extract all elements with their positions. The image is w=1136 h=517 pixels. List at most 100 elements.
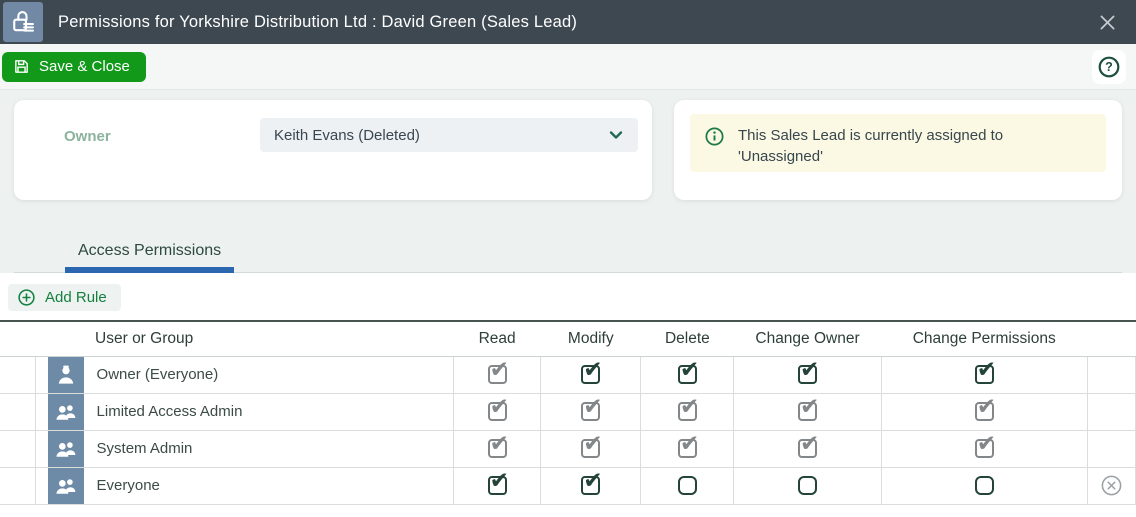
remove-rule-icon[interactable] [1100,474,1123,497]
row-spacer [0,467,36,505]
change-permissions-cell [880,467,1088,505]
user-or-group-cell: Everyone [34,467,454,505]
table-row-system-admin: System Admin [0,430,1136,468]
info-icon [704,125,725,147]
save-icon [13,58,30,75]
change-permissions-checkbox [974,433,996,458]
group-icon [47,467,84,504]
group-icon [47,393,84,430]
change-permissions-cell [880,430,1088,468]
owner-card: Owner Keith Evans (Deleted) [14,100,652,200]
svg-text:?: ? [1105,60,1113,74]
upper-panel: Owner Keith Evans (Deleted) [0,90,1136,273]
plus-circle-icon [17,288,36,307]
user-icon [47,356,84,393]
modify-checkbox [581,433,603,458]
toolbar: Save & Close ? [0,44,1136,90]
modify-checkbox[interactable] [581,470,603,495]
delete-cell [640,393,734,431]
modify-checkbox [581,396,603,421]
add-rule-button[interactable]: Add Rule [8,284,121,311]
change-owner-checkbox[interactable] [798,359,819,384]
delete-checkbox [677,433,699,458]
read-checkbox[interactable] [487,470,509,495]
owner-selected-value: Keith Evans (Deleted) [274,126,420,144]
row-spacer [0,356,36,394]
change-owner-cell [733,467,882,505]
column-change-owner: Change Owner [733,321,882,357]
column-user-or-group: User or Group [35,321,454,357]
table-row-limited-access-admin: Limited Access Admin [0,393,1136,431]
chevron-down-icon [606,125,626,145]
column-change-permissions: Change Permissions [881,321,1088,357]
table-header-row: User or Group Read Modify Delete Change … [0,321,1136,357]
delete-cell [640,467,734,505]
user-or-group-cell: Owner (Everyone) [34,356,454,394]
user-or-group-name: System Admin [96,440,193,457]
row-spacer [0,393,36,431]
remove-rule-cell [1086,356,1136,394]
change-permissions-checkbox[interactable] [974,476,994,495]
table-row-owner-everyone: Owner (Everyone) [0,356,1136,394]
header-spacer [0,321,36,357]
help-button[interactable]: ? [1092,49,1126,84]
delete-checkbox[interactable] [677,476,697,495]
save-and-close-button[interactable]: Save & Close [2,51,146,82]
tab-strip: Access Permissions [14,200,1122,273]
user-or-group-cell: System Admin [34,430,454,468]
close-icon[interactable] [1097,12,1118,33]
table-row-everyone: Everyone [0,467,1136,505]
read-checkbox [487,433,509,458]
read-cell [453,393,541,431]
access-permissions-panel: Add Rule User or Group Read Modify Delet… [0,273,1136,505]
change-owner-checkbox [798,433,819,458]
user-or-group-cell: Limited Access Admin [34,393,454,431]
read-cell [453,356,541,394]
assignment-notice: This Sales Lead is currently assigned to… [690,114,1106,172]
dialog-title: Permissions for Yorkshire Distribution L… [58,12,578,31]
permissions-lock-icon [3,2,43,42]
change-permissions-cell [880,393,1088,431]
permissions-table: User or Group Read Modify Delete Change … [0,320,1136,505]
change-owner-checkbox[interactable] [798,476,818,495]
modify-cell [540,430,641,468]
question-icon: ? [1097,55,1121,79]
user-or-group-name: Limited Access Admin [96,403,243,420]
change-permissions-cell [880,356,1088,394]
modify-cell [540,393,641,431]
add-rule-label: Add Rule [45,289,107,306]
modify-cell [540,356,641,394]
assignment-notice-text: This Sales Lead is currently assigned to… [738,127,1004,165]
save-and-close-label: Save & Close [39,58,130,75]
group-icon [47,430,84,467]
notice-card: This Sales Lead is currently assigned to… [674,100,1122,200]
delete-checkbox[interactable] [677,359,699,384]
read-checkbox [487,359,509,384]
change-permissions-checkbox [974,396,996,421]
user-or-group-name: Owner (Everyone) [96,366,219,383]
read-checkbox [487,396,509,421]
modify-cell [540,467,641,505]
header-actions-spacer [1087,321,1136,357]
change-owner-cell [733,356,882,394]
remove-rule-cell [1086,467,1136,505]
user-or-group-name: Everyone [96,477,160,494]
delete-cell [640,430,734,468]
delete-cell [640,356,734,394]
column-read: Read [453,321,541,357]
modify-checkbox[interactable] [581,359,603,384]
change-owner-cell [733,393,882,431]
tab-access-permissions[interactable]: Access Permissions [65,242,235,273]
remove-rule-cell [1086,430,1136,468]
change-permissions-checkbox[interactable] [974,359,996,384]
column-modify: Modify [540,321,641,357]
change-owner-checkbox [798,396,819,421]
change-owner-cell [733,430,882,468]
read-cell [453,467,541,505]
owner-field-label: Owner [64,128,111,145]
read-cell [453,430,541,468]
dialog-header: Permissions for Yorkshire Distribution L… [0,0,1136,44]
owner-select[interactable]: Keith Evans (Deleted) [260,118,638,152]
remove-rule-cell [1086,393,1136,431]
delete-checkbox [677,396,699,421]
